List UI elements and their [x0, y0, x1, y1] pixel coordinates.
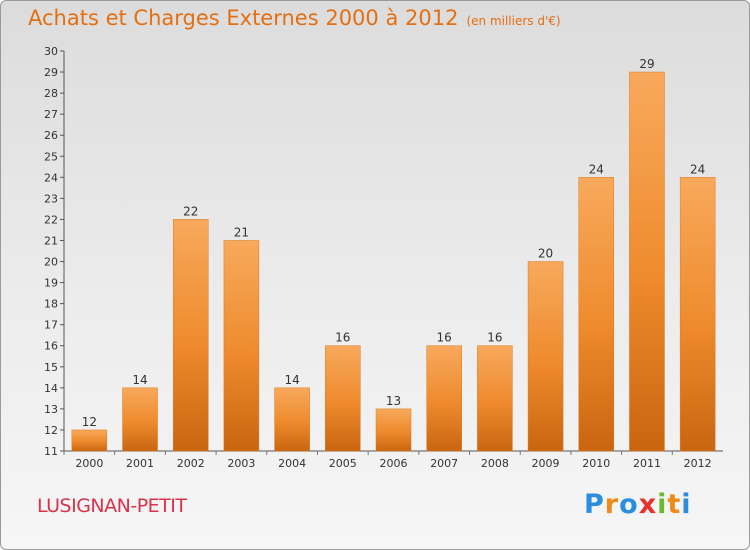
bar-2000 — [71, 429, 108, 452]
x-tick-label-2010: 2010 — [582, 457, 610, 470]
y-tick-label: 20 — [44, 256, 58, 269]
y-tick-label: 16 — [44, 340, 58, 353]
bar-2004 — [274, 387, 310, 452]
bar-2010 — [578, 177, 615, 452]
data-label-2008: 16 — [487, 331, 502, 345]
y-tick-label: 18 — [44, 298, 58, 311]
data-label-2011: 29 — [639, 57, 654, 71]
logo-letter: o — [619, 489, 639, 520]
data-labels: 12 14 22 21 14 16 13 16 16 20 24 29 24 — [82, 57, 706, 429]
chart-subtitle: (en milliers d'€) — [466, 14, 561, 28]
x-tick-label-2000: 2000 — [75, 457, 103, 470]
bar-2005 — [325, 345, 361, 452]
bar-2012 — [679, 177, 716, 452]
x-tick-label-2004: 2004 — [278, 457, 306, 470]
y-tick-label: 28 — [44, 87, 58, 100]
chart-title: Achats et Charges Externes 2000 à 2012 — [28, 6, 459, 30]
commune-name: LUSIGNAN-PETIT — [37, 495, 187, 517]
data-label-2000: 12 — [82, 415, 97, 429]
bar-2011 — [629, 71, 665, 452]
proxiti-logo: Proxiti — [584, 489, 692, 520]
data-label-2005: 16 — [335, 331, 350, 345]
axes: 11 12 13 14 15 16 17 18 19 20 21 22 23 24 25 26 27 28 29 30… — [44, 45, 723, 470]
y-tick-label: 25 — [44, 150, 58, 163]
y-tick-label: 14 — [44, 382, 58, 395]
y-tick-label: 24 — [44, 171, 58, 184]
x-tick-label-2009: 2009 — [532, 457, 560, 470]
bar-2008 — [477, 345, 513, 452]
logo-letter: i — [657, 489, 668, 520]
title-line: Achats et Charges Externes 2000 à 2012 (e… — [28, 6, 561, 30]
data-label-2002: 22 — [183, 204, 198, 218]
y-tick-label: 22 — [44, 213, 58, 226]
y-tick-label: 23 — [44, 192, 58, 205]
y-tick-label: 11 — [44, 445, 58, 458]
data-label-2010: 24 — [589, 162, 604, 176]
data-label-2006: 13 — [386, 394, 401, 408]
bars — [71, 71, 716, 452]
logo-letter: i — [681, 489, 692, 520]
data-label-2012: 24 — [690, 162, 705, 176]
logo-letter: P — [584, 489, 605, 520]
x-tick-label-2006: 2006 — [380, 457, 408, 470]
x-tick-label-2011: 2011 — [633, 457, 661, 470]
bar-2009 — [527, 261, 564, 452]
y-tick-label: 27 — [44, 108, 58, 121]
logo-letter: x — [638, 489, 658, 520]
y-tick-label: 29 — [44, 66, 58, 79]
y-tick-label: 12 — [44, 424, 58, 437]
data-label-2009: 20 — [538, 247, 553, 261]
y-tick-label: 17 — [44, 319, 58, 332]
data-label-2004: 14 — [284, 373, 299, 387]
x-tick-label-2007: 2007 — [430, 457, 458, 470]
y-tick-label: 15 — [44, 361, 58, 374]
x-tick-label-2001: 2001 — [126, 457, 154, 470]
data-label-2007: 16 — [437, 331, 452, 345]
data-label-2003: 21 — [234, 225, 249, 239]
x-tick-label-2003: 2003 — [227, 457, 255, 470]
y-tick-label: 19 — [44, 277, 58, 290]
bar-2007 — [426, 345, 462, 452]
y-tick-label: 13 — [44, 403, 58, 416]
data-label-2001: 14 — [132, 373, 147, 387]
y-tick-label: 26 — [44, 129, 58, 142]
x-tick-label-2002: 2002 — [177, 457, 205, 470]
y-tick-label: 30 — [44, 45, 58, 58]
bar-2002 — [172, 219, 209, 452]
bar-2003 — [223, 240, 260, 452]
bar-2001 — [122, 387, 158, 452]
logo-letter: t — [667, 489, 682, 520]
y-tick-label: 21 — [44, 234, 58, 247]
bar-2006 — [375, 408, 412, 452]
logo-letter: r — [604, 489, 620, 520]
x-tick-label-2012: 2012 — [684, 457, 712, 470]
x-tick-label-2005: 2005 — [329, 457, 357, 470]
x-tick-label-2008: 2008 — [481, 457, 509, 470]
